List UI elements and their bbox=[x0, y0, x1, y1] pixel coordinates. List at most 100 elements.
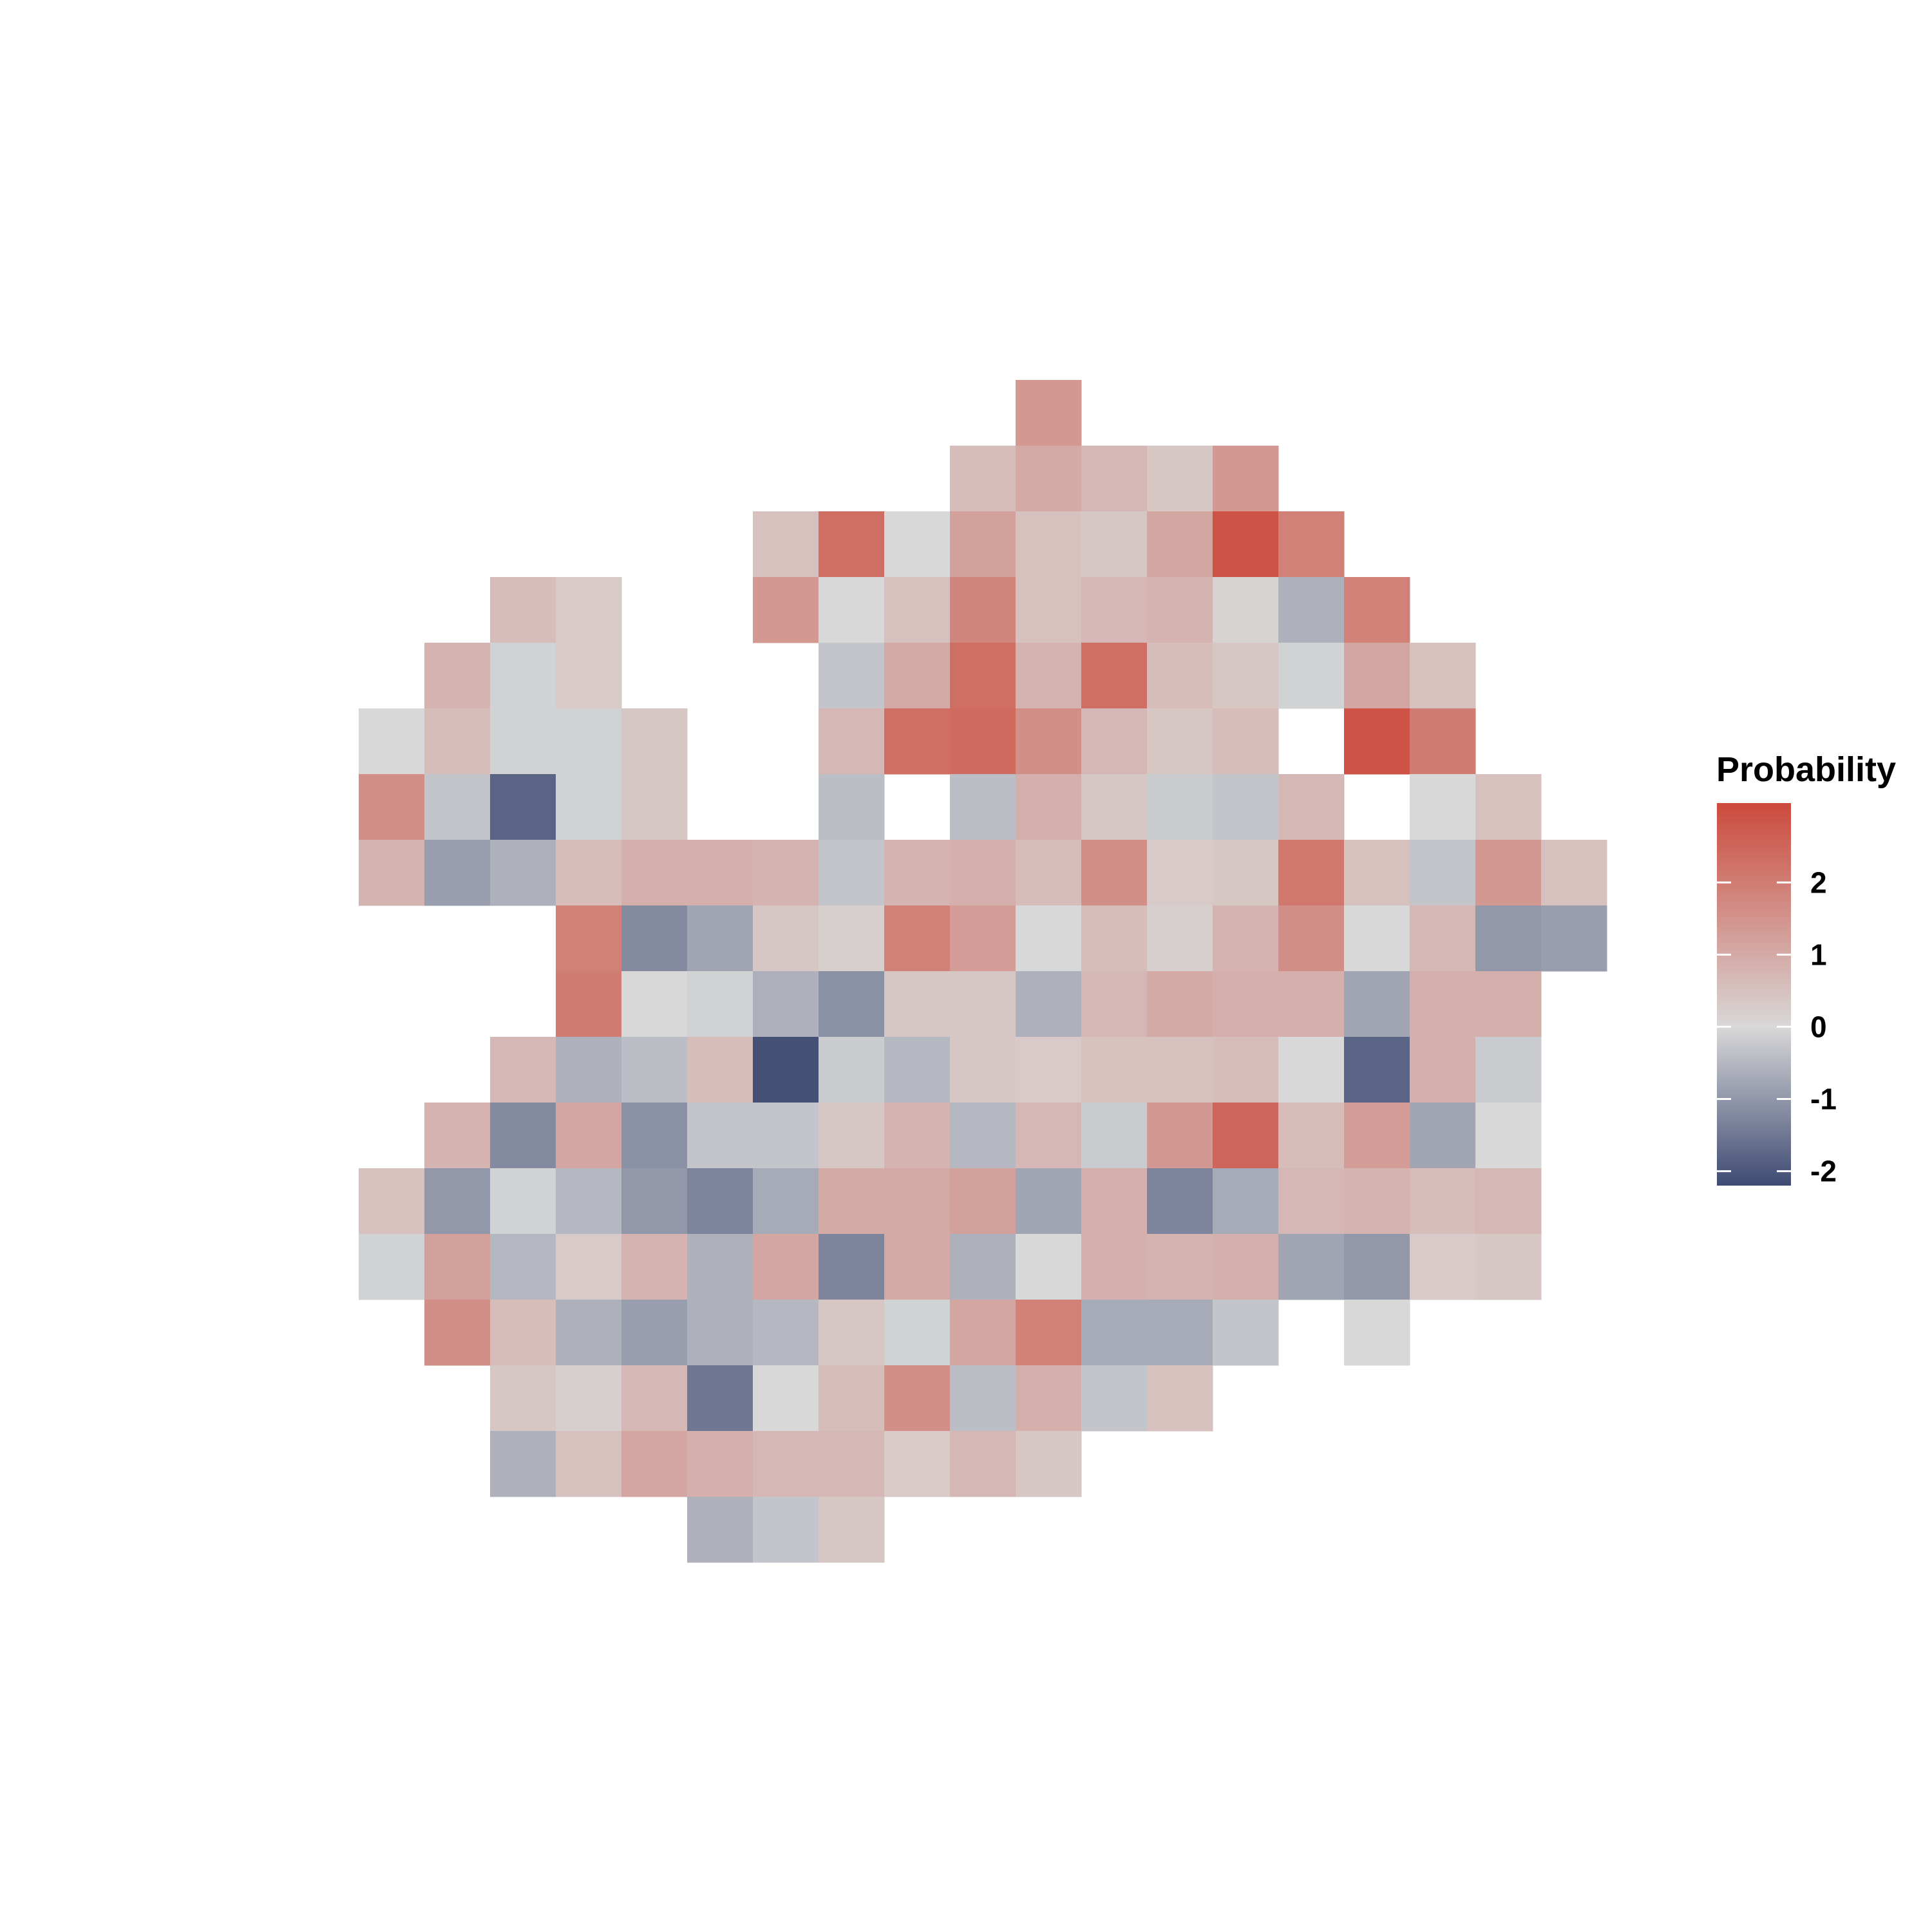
heatmap-cell bbox=[819, 577, 885, 643]
heatmap-cell bbox=[819, 1037, 885, 1103]
heatmap-cell bbox=[884, 840, 951, 906]
heatmap-cell bbox=[1081, 1300, 1148, 1366]
heatmap-cell bbox=[1213, 1037, 1279, 1103]
heatmap-cell bbox=[1147, 446, 1213, 512]
heatmap-cell bbox=[1081, 577, 1148, 643]
heatmap-cell bbox=[884, 1431, 951, 1497]
heatmap-cell bbox=[1475, 1037, 1542, 1103]
heatmap-cell bbox=[1081, 905, 1148, 972]
heatmap-cell bbox=[950, 511, 1016, 578]
heatmap-cell bbox=[753, 1300, 819, 1366]
heatmap-cell bbox=[1016, 1365, 1082, 1432]
heatmap-cell bbox=[687, 1365, 753, 1432]
heatmap-cell bbox=[753, 905, 819, 972]
heatmap-cell bbox=[490, 1431, 556, 1497]
heatmap-cell bbox=[950, 1300, 1016, 1366]
heatmap-cell bbox=[1081, 708, 1148, 775]
heatmap-cell bbox=[490, 1037, 556, 1103]
heatmap-cell bbox=[490, 708, 556, 775]
heatmap-cell bbox=[950, 577, 1016, 643]
heatmap-cell bbox=[621, 708, 688, 775]
heatmap-cell bbox=[819, 840, 885, 906]
heatmap-cell bbox=[1147, 1168, 1213, 1235]
heatmap-cell bbox=[753, 1234, 819, 1300]
heatmap-cell bbox=[621, 971, 688, 1037]
heatmap-cell bbox=[819, 1365, 885, 1432]
heatmap-cell bbox=[1016, 380, 1082, 446]
heatmap-cell bbox=[753, 840, 819, 906]
heatmap-cell bbox=[1016, 840, 1082, 906]
heatmap-cell bbox=[1344, 1103, 1410, 1169]
heatmap-cell bbox=[950, 840, 1016, 906]
heatmap-cell bbox=[1541, 840, 1607, 906]
heatmap-cell bbox=[687, 1497, 753, 1563]
heatmap-cell bbox=[1147, 1234, 1213, 1300]
heatmap-cell bbox=[490, 577, 556, 643]
heatmap-cell bbox=[950, 643, 1016, 709]
heatmap-cell bbox=[490, 1300, 556, 1366]
heatmap-cell bbox=[556, 1168, 622, 1235]
legend-ticks: 2 1 0 -1 -2 bbox=[1717, 866, 1837, 1188]
heatmap-cell bbox=[556, 774, 622, 840]
heatmap-cell bbox=[621, 1234, 688, 1300]
heatmap-cell bbox=[687, 1168, 753, 1235]
heatmap-cell bbox=[819, 971, 885, 1037]
heatmap-cell bbox=[1213, 840, 1279, 906]
heatmap-cell bbox=[884, 1365, 951, 1432]
heatmap-cell bbox=[556, 643, 622, 709]
heatmap-cell bbox=[1278, 643, 1345, 709]
heatmap-cell bbox=[950, 774, 1016, 840]
heatmap-cell bbox=[490, 1103, 556, 1169]
heatmap-cell bbox=[884, 1037, 951, 1103]
heatmap-cell bbox=[1344, 1037, 1410, 1103]
heatmap-cell bbox=[621, 905, 688, 972]
heatmap-cell bbox=[359, 774, 425, 840]
heatmap-cell bbox=[1278, 840, 1345, 906]
legend-title: Probability bbox=[1716, 750, 1896, 789]
heatmap-cell bbox=[884, 643, 951, 709]
heatmap-cell bbox=[884, 905, 951, 972]
heatmap-cell bbox=[1344, 1300, 1410, 1366]
heatmap-cell bbox=[1016, 774, 1082, 840]
heatmap-cell bbox=[1278, 511, 1345, 578]
heatmap-cell bbox=[1475, 905, 1542, 972]
heatmap-cell bbox=[1213, 1234, 1279, 1300]
heatmap-cell bbox=[556, 708, 622, 775]
heatmap-cell bbox=[819, 905, 885, 972]
heatmap-cell bbox=[1147, 774, 1213, 840]
heatmap-cell bbox=[1541, 905, 1607, 972]
heatmap-cell bbox=[1410, 840, 1476, 906]
legend-tick-label: 2 bbox=[1810, 866, 1827, 899]
legend-tick-label: -2 bbox=[1810, 1155, 1837, 1188]
heatmap-cell bbox=[1016, 708, 1082, 775]
heatmap-cell bbox=[621, 1168, 688, 1235]
heatmap-cell bbox=[1081, 1037, 1148, 1103]
heatmap-cell bbox=[1278, 577, 1345, 643]
heatmap-cell bbox=[1213, 1168, 1279, 1235]
legend-tick-label: 0 bbox=[1810, 1010, 1827, 1043]
heatmap-cell bbox=[1081, 840, 1148, 906]
heatmap-cell bbox=[556, 577, 622, 643]
heatmap-cell bbox=[1081, 1365, 1148, 1432]
heatmap-cell bbox=[1147, 840, 1213, 906]
heatmap-cell bbox=[950, 708, 1016, 775]
heatmap-cell bbox=[687, 1234, 753, 1300]
heatmap-cell bbox=[1213, 971, 1279, 1037]
heatmap-cell bbox=[621, 1103, 688, 1169]
heatmap-cell bbox=[556, 1300, 622, 1366]
heatmap-cell bbox=[1147, 708, 1213, 775]
heatmap-cell bbox=[950, 1365, 1016, 1432]
heatmap-cell bbox=[556, 1431, 622, 1497]
heatmap-cell bbox=[1278, 774, 1345, 840]
heatmap-cell bbox=[687, 840, 753, 906]
heatmap-cell bbox=[1410, 1037, 1476, 1103]
heatmap-cell bbox=[950, 1168, 1016, 1235]
heatmap-cell bbox=[1213, 708, 1279, 775]
heatmap-cell bbox=[556, 905, 622, 972]
heatmap-cell bbox=[1278, 1234, 1345, 1300]
heatmap-cell bbox=[424, 1168, 491, 1235]
heatmap-cell bbox=[1147, 971, 1213, 1037]
heatmap-cell bbox=[687, 1431, 753, 1497]
heatmap-cell bbox=[556, 971, 622, 1037]
heatmap-cell bbox=[884, 1300, 951, 1366]
